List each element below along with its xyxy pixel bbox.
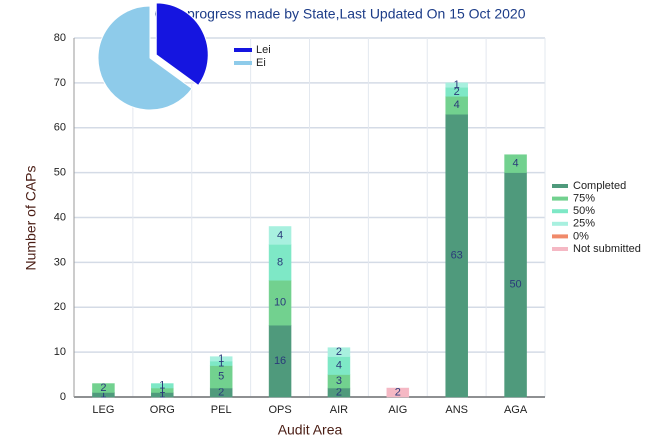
data-label: 1	[218, 357, 224, 369]
legend-swatch	[552, 221, 568, 226]
legend-swatch	[234, 61, 252, 65]
y-tick-label: 20	[54, 301, 66, 313]
y-tick-label: 60	[54, 122, 66, 134]
data-label: 4	[336, 359, 342, 371]
data-label: 2	[218, 386, 224, 398]
y-tick-label: 80	[54, 32, 66, 44]
x-tick-label: AIG	[388, 404, 407, 416]
data-label: 1	[159, 384, 165, 396]
data-label: 2	[336, 386, 342, 398]
x-tick-label: PEL	[211, 404, 232, 416]
legend-swatch	[552, 234, 568, 239]
legend-swatch	[552, 184, 568, 188]
data-label: 50	[509, 279, 521, 291]
data-label: 4	[513, 158, 519, 170]
data-label: 10	[274, 297, 286, 309]
data-label: 1	[159, 380, 165, 392]
bar-segment	[386, 387, 410, 398]
data-label: 4	[277, 229, 283, 241]
legend-label: 50%	[573, 205, 595, 217]
x-tick-label: AIR	[330, 404, 348, 416]
legend-swatch	[552, 196, 568, 201]
bar-segment	[327, 347, 351, 357]
chart-title: CAP progress made by State,Last Updated …	[155, 6, 526, 22]
x-tick-label: ANS	[445, 404, 468, 416]
x-tick-label: ORG	[150, 404, 175, 416]
data-label: 8	[277, 256, 283, 268]
pie-slice	[97, 5, 193, 111]
x-tick-label: OPS	[268, 404, 291, 416]
y-tick-label: 40	[54, 211, 66, 223]
pie-slice	[155, 2, 209, 87]
data-label: 1	[218, 353, 224, 365]
x-tick-label: LEG	[92, 404, 114, 416]
y-tick-label: 50	[54, 167, 66, 179]
legend-label: 0%	[573, 230, 589, 242]
legend-swatch	[552, 209, 568, 214]
y-axis-title: Number of CAPs	[23, 165, 39, 270]
bar-segment	[151, 383, 174, 389]
data-label: 5	[218, 371, 224, 383]
x-tick-label: AGA	[504, 404, 528, 416]
bar-segment	[268, 226, 292, 245]
bar-segment	[209, 356, 233, 362]
bar-segment	[445, 82, 468, 88]
data-label: 16	[274, 355, 286, 367]
data-label: 4	[454, 99, 460, 111]
data-label: 3	[336, 375, 342, 387]
legend-label: 75%	[573, 193, 595, 205]
data-label: 63	[451, 250, 463, 262]
data-label: 2	[395, 386, 401, 398]
legend-swatch	[234, 48, 252, 52]
y-tick-label: 10	[54, 346, 66, 358]
data-label: 2	[454, 86, 460, 98]
legend-label: Ei	[256, 57, 266, 69]
legend-label: 25%	[573, 218, 595, 230]
y-tick-label: 0	[60, 391, 66, 403]
x-axis-title: Audit Area	[278, 422, 343, 438]
legend-label: Not submitted	[573, 243, 641, 255]
legend-swatch	[552, 247, 568, 251]
data-label: 1	[454, 79, 460, 91]
data-label: 1	[100, 389, 106, 401]
y-tick-label: 30	[54, 256, 66, 268]
data-label: 2	[100, 382, 106, 394]
data-label: 1	[159, 389, 165, 401]
bar-segment	[92, 383, 115, 393]
bar-segment	[504, 154, 527, 173]
legend-label: Completed	[573, 180, 626, 192]
y-tick-label: 70	[54, 77, 66, 89]
data-label: 2	[336, 346, 342, 358]
legend-label: Lei	[256, 44, 271, 56]
